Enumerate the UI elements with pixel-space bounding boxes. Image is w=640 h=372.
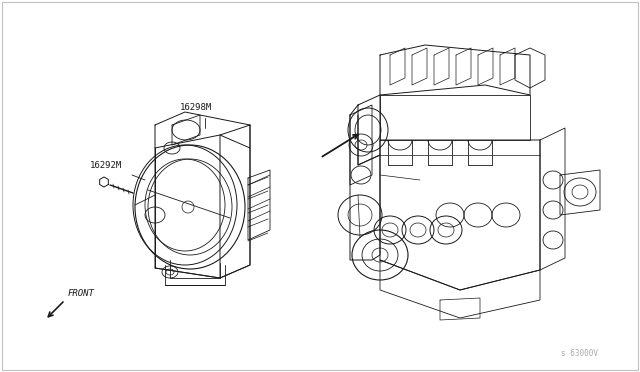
Text: 16292M: 16292M (90, 161, 122, 170)
Text: FRONT: FRONT (68, 289, 95, 298)
Text: 16298M: 16298M (180, 103, 212, 112)
Text: s 63000V: s 63000V (561, 349, 598, 358)
